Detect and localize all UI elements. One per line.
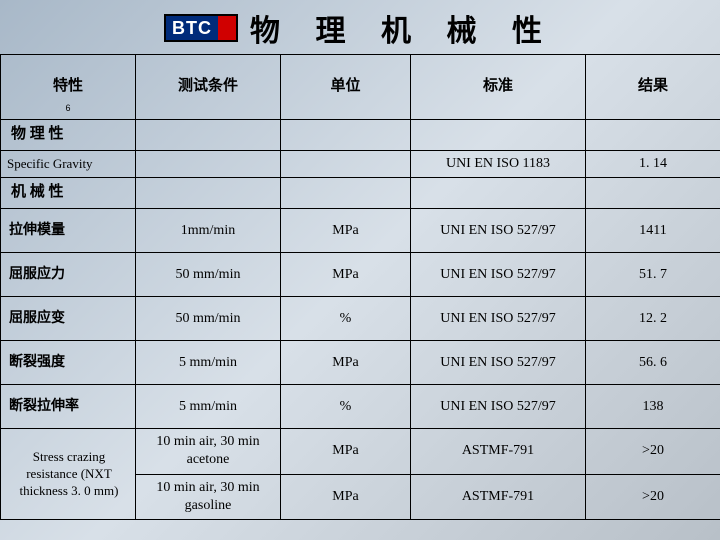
page-title: 物 理 机 械 性 xyxy=(250,6,556,50)
header-unit: 单位 xyxy=(281,55,411,120)
prop-std: UNI EN ISO 527/97 xyxy=(411,341,586,385)
prop-unit: MPa xyxy=(281,341,411,385)
prop-val: >20 xyxy=(586,474,720,519)
prop-std: UNI EN ISO 527/97 xyxy=(411,297,586,341)
logo-red-block xyxy=(218,16,236,40)
prop-name: 屈服应变 xyxy=(1,297,136,341)
prop-unit: MPa xyxy=(281,429,411,474)
btc-logo: BTC xyxy=(164,14,238,42)
prop-std: ASTMF-791 xyxy=(411,429,586,474)
table-row: 断裂强度 5 mm/min MPa UNI EN ISO 527/97 56. … xyxy=(1,341,720,385)
section-physical: 物 理 性 xyxy=(1,120,720,151)
prop-std: UNI EN ISO 527/97 xyxy=(411,209,586,253)
section-mechanical: 机 械 性 xyxy=(1,178,720,209)
prop-unit: % xyxy=(281,297,411,341)
prop-name: Specific Gravity xyxy=(1,151,136,178)
header-row: 特性 6 测试条件 单位 标准 结果 xyxy=(1,55,720,120)
properties-table: 特性 6 测试条件 单位 标准 结果 物 理 性 Specific Gravit… xyxy=(0,54,720,520)
prop-name: 拉伸模量 xyxy=(1,209,136,253)
section-physical-label: 物 理 性 xyxy=(1,120,136,151)
prop-cond: 50 mm/min xyxy=(136,297,281,341)
prop-name: 断裂强度 xyxy=(1,341,136,385)
prop-val: 51. 7 xyxy=(586,253,720,297)
section-mechanical-label: 机 械 性 xyxy=(1,178,136,209)
header-standard: 标准 xyxy=(411,55,586,120)
prop-unit: % xyxy=(281,385,411,429)
row-specific-gravity: Specific Gravity UNI EN ISO 1183 1. 14 xyxy=(1,151,720,178)
prop-val: 138 xyxy=(586,385,720,429)
prop-unit: MPa xyxy=(281,209,411,253)
table-row: 断裂拉伸率 5 mm/min % UNI EN ISO 527/97 138 xyxy=(1,385,720,429)
table-row: 屈服应变 50 mm/min % UNI EN ISO 527/97 12. 2 xyxy=(1,297,720,341)
prop-std: UNI EN ISO 1183 xyxy=(411,151,586,178)
prop-std: ASTMF-791 xyxy=(411,474,586,519)
prop-val: 12. 2 xyxy=(586,297,720,341)
prop-cond: 50 mm/min xyxy=(136,253,281,297)
title-bar: BTC 物 理 机 械 性 xyxy=(0,0,720,54)
logo-text: BTC xyxy=(166,16,218,40)
prop-val: 1. 14 xyxy=(586,151,720,178)
prop-cond: 1mm/min xyxy=(136,209,281,253)
table-row: 拉伸模量 1mm/min MPa UNI EN ISO 527/97 1411 xyxy=(1,209,720,253)
header-result: 结果 xyxy=(586,55,720,120)
prop-cond: 10 min air, 30 min acetone xyxy=(136,429,281,474)
prop-val: 1411 xyxy=(586,209,720,253)
prop-cond: 10 min air, 30 min gasoline xyxy=(136,474,281,519)
prop-unit: MPa xyxy=(281,253,411,297)
row-stress-crazing-1: Stress crazing resistance (NXT thickness… xyxy=(1,429,720,474)
header-property-label: 特性 xyxy=(53,78,83,94)
prop-name: 断裂拉伸率 xyxy=(1,385,136,429)
prop-cond: 5 mm/min xyxy=(136,341,281,385)
header-property: 特性 6 xyxy=(1,55,136,120)
prop-val: >20 xyxy=(586,429,720,474)
header-property-sub: 6 xyxy=(65,103,70,115)
prop-name: 屈服应力 xyxy=(1,253,136,297)
prop-std: UNI EN ISO 527/97 xyxy=(411,385,586,429)
prop-unit: MPa xyxy=(281,474,411,519)
header-condition: 测试条件 xyxy=(136,55,281,120)
prop-cond: 5 mm/min xyxy=(136,385,281,429)
table-row: 屈服应力 50 mm/min MPa UNI EN ISO 527/97 51.… xyxy=(1,253,720,297)
prop-val: 56. 6 xyxy=(586,341,720,385)
prop-name: Stress crazing resistance (NXT thickness… xyxy=(1,429,136,520)
prop-std: UNI EN ISO 527/97 xyxy=(411,253,586,297)
